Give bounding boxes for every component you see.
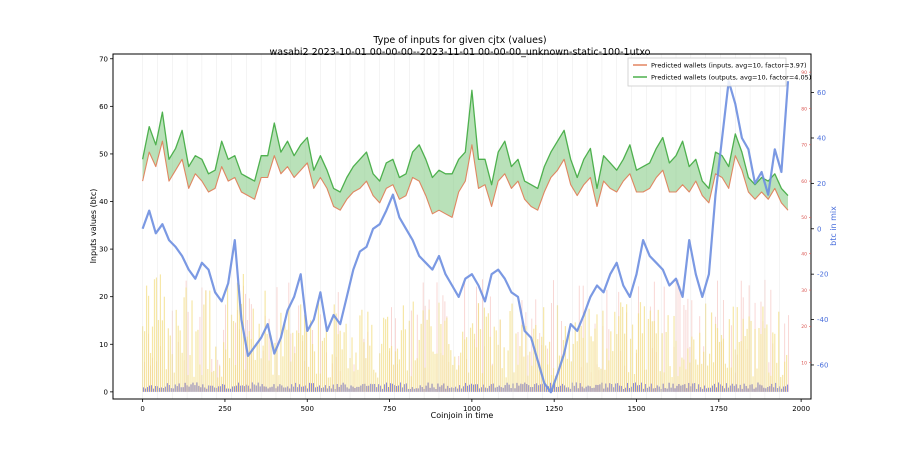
legend: Predicted wallets (inputs, avg=10, facto… <box>627 57 811 87</box>
legend-label-outputs: Predicted wallets (outputs, avg=10, fact… <box>651 74 811 82</box>
x-tick-label: 2000 <box>792 405 810 413</box>
x-tick-label: 1750 <box>710 405 728 413</box>
series-lines <box>141 80 790 394</box>
legend-label-inputs: Predicted wallets (inputs, avg=10, facto… <box>651 62 807 70</box>
y3-tick-label: 30 <box>801 288 807 294</box>
y-axis-btc-in-mix: -60 -40 -20 0 20 40 60 <box>811 89 828 369</box>
y-tick-label: 30 <box>99 246 108 254</box>
y2-tick-label: -20 <box>817 271 828 279</box>
fill-area <box>142 90 789 218</box>
x-tick-label: 250 <box>218 405 231 413</box>
plot-frame <box>112 53 812 400</box>
y-axis-predicted-wallets: 10 20 30 40 50 60 70 80 90 <box>801 70 811 366</box>
y2-axis-label: btc in mix <box>829 206 838 246</box>
legend-box <box>627 57 787 87</box>
y3-tick-label: 90 <box>801 70 807 76</box>
y2-tick-label: -40 <box>817 316 828 324</box>
y-axis-left: 0 10 20 30 40 50 60 70 <box>99 55 113 396</box>
chart-title: Type of inputs for given cjtx (values) <box>372 35 546 46</box>
y2-tick-label: 40 <box>817 134 826 142</box>
x-tick-label: 1500 <box>628 405 646 413</box>
line-inputs <box>142 140 789 218</box>
y3-tick-label: 20 <box>801 324 807 330</box>
y3-tick-label: 80 <box>801 106 807 112</box>
y3-tick-label: 60 <box>801 179 807 185</box>
y-tick-label: 20 <box>99 293 108 301</box>
y2-tick-label: -60 <box>817 361 828 369</box>
x-axis-label: Coinjoin in time <box>431 411 494 420</box>
y2-tick-label: 20 <box>817 180 826 188</box>
y3-tick-label: 40 <box>801 252 807 258</box>
x-tick-label: 750 <box>383 405 396 413</box>
x-tick-label: 1250 <box>545 405 563 413</box>
y-tick-label: 70 <box>99 55 108 63</box>
y-tick-label: 0 <box>104 388 108 396</box>
chart-subtitle: wasabi2 2023-10-01 00-00-00--2023-11-01 … <box>269 47 650 58</box>
y2-tick-label: 0 <box>817 225 821 233</box>
prediction-difference-fill <box>142 90 789 218</box>
y-tick-label: 60 <box>99 103 108 111</box>
y3-tick-label: 50 <box>801 215 807 221</box>
y-tick-label: 50 <box>99 150 108 158</box>
y-axis-label: Inputs values (btc) <box>89 189 98 264</box>
line-outputs <box>141 89 789 197</box>
y3-tick-label: 10 <box>801 360 807 366</box>
y3-tick-label: 70 <box>801 143 807 149</box>
x-tick-label: 500 <box>301 405 314 413</box>
y-tick-label: 40 <box>99 198 108 206</box>
y-tick-label: 10 <box>99 341 108 349</box>
line-btc-in-mix <box>141 80 790 394</box>
y2-tick-label: 60 <box>817 89 826 97</box>
x-tick-label: 1000 <box>463 405 481 413</box>
x-tick-label: 0 <box>140 405 144 413</box>
x-axis: 0 250 500 750 1000 1250 1500 1750 2000 <box>140 399 810 413</box>
